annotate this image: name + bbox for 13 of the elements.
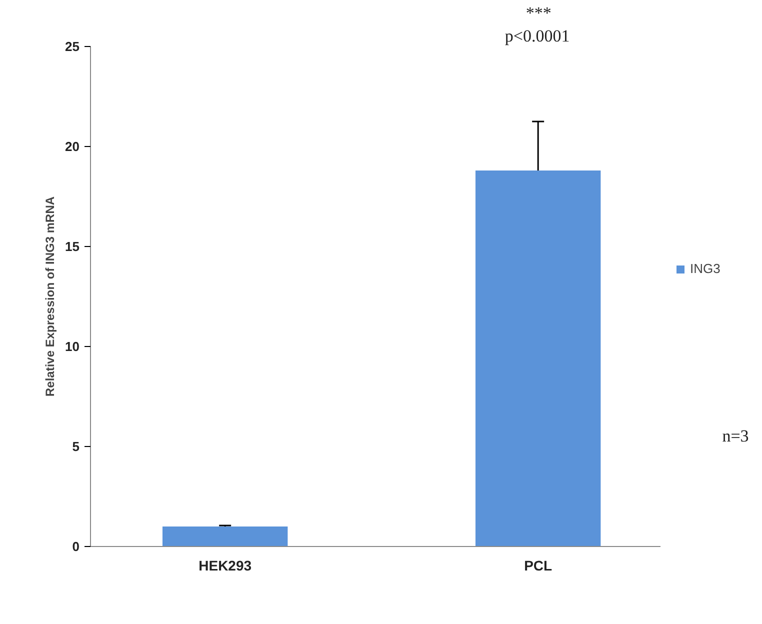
text: p<0.0001 bbox=[504, 26, 570, 46]
y-tick-label: 10 bbox=[65, 339, 80, 354]
y-tick-label: 5 bbox=[72, 439, 80, 454]
y-tick-label: 15 bbox=[65, 239, 80, 254]
x-tick-label: HEK293 bbox=[198, 558, 252, 574]
y-tick-label: 25 bbox=[65, 39, 80, 54]
y-tick-label: 20 bbox=[65, 139, 80, 154]
text: *** bbox=[526, 4, 552, 22]
x-tick-label: PCL bbox=[524, 558, 553, 574]
text: n=3 bbox=[722, 426, 749, 446]
legend-label: ING3 bbox=[690, 261, 720, 276]
y-axis-title: Relative Expression of ING3 mRNA bbox=[43, 196, 58, 397]
y-tick-label: 0 bbox=[72, 539, 80, 554]
